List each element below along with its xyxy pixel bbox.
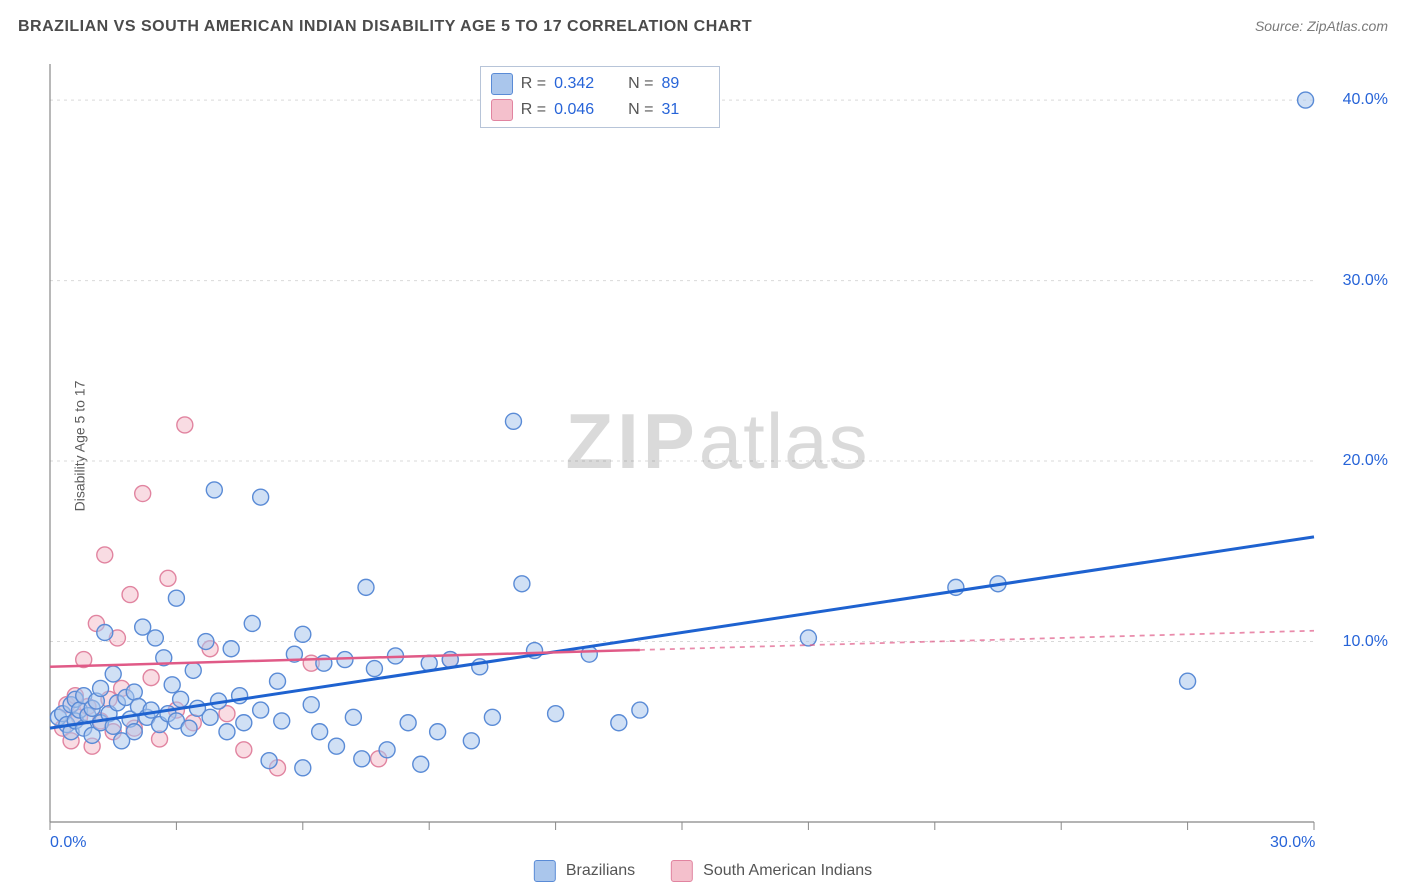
legend-correlation-box: R =0.342N =89R =0.046N =31	[480, 66, 721, 128]
y-tick-label: 40.0%	[1343, 91, 1388, 109]
chart-title: BRAZILIAN VS SOUTH AMERICAN INDIAN DISAB…	[18, 18, 752, 36]
legend-correlation-row: R =0.342N =89	[491, 71, 710, 97]
scatter-plot-svg	[46, 52, 1388, 846]
plot-area: ZIPatlas R =0.342N =89R =0.046N =31 10.0…	[46, 52, 1388, 846]
legend-swatch	[671, 860, 693, 882]
y-tick-label: 10.0%	[1343, 633, 1388, 651]
x-tick-label: 30.0%	[1270, 834, 1315, 852]
legend-correlation-row: R =0.046N =31	[491, 97, 710, 123]
legend-series: Brazilians South American Indians	[534, 860, 872, 882]
legend-series-label: South American Indians	[703, 862, 872, 880]
legend-swatch	[491, 99, 513, 121]
chart-header: BRAZILIAN VS SOUTH AMERICAN INDIAN DISAB…	[18, 18, 1388, 36]
y-tick-label: 30.0%	[1343, 272, 1388, 290]
y-tick-label: 20.0%	[1343, 452, 1388, 470]
x-tick-label: 0.0%	[50, 834, 86, 852]
chart-source: Source: ZipAtlas.com	[1255, 18, 1388, 34]
legend-series-item: Brazilians	[534, 860, 635, 882]
legend-swatch	[491, 73, 513, 95]
legend-swatch	[534, 860, 556, 882]
legend-series-item: South American Indians	[671, 860, 872, 882]
legend-series-label: Brazilians	[566, 862, 635, 880]
